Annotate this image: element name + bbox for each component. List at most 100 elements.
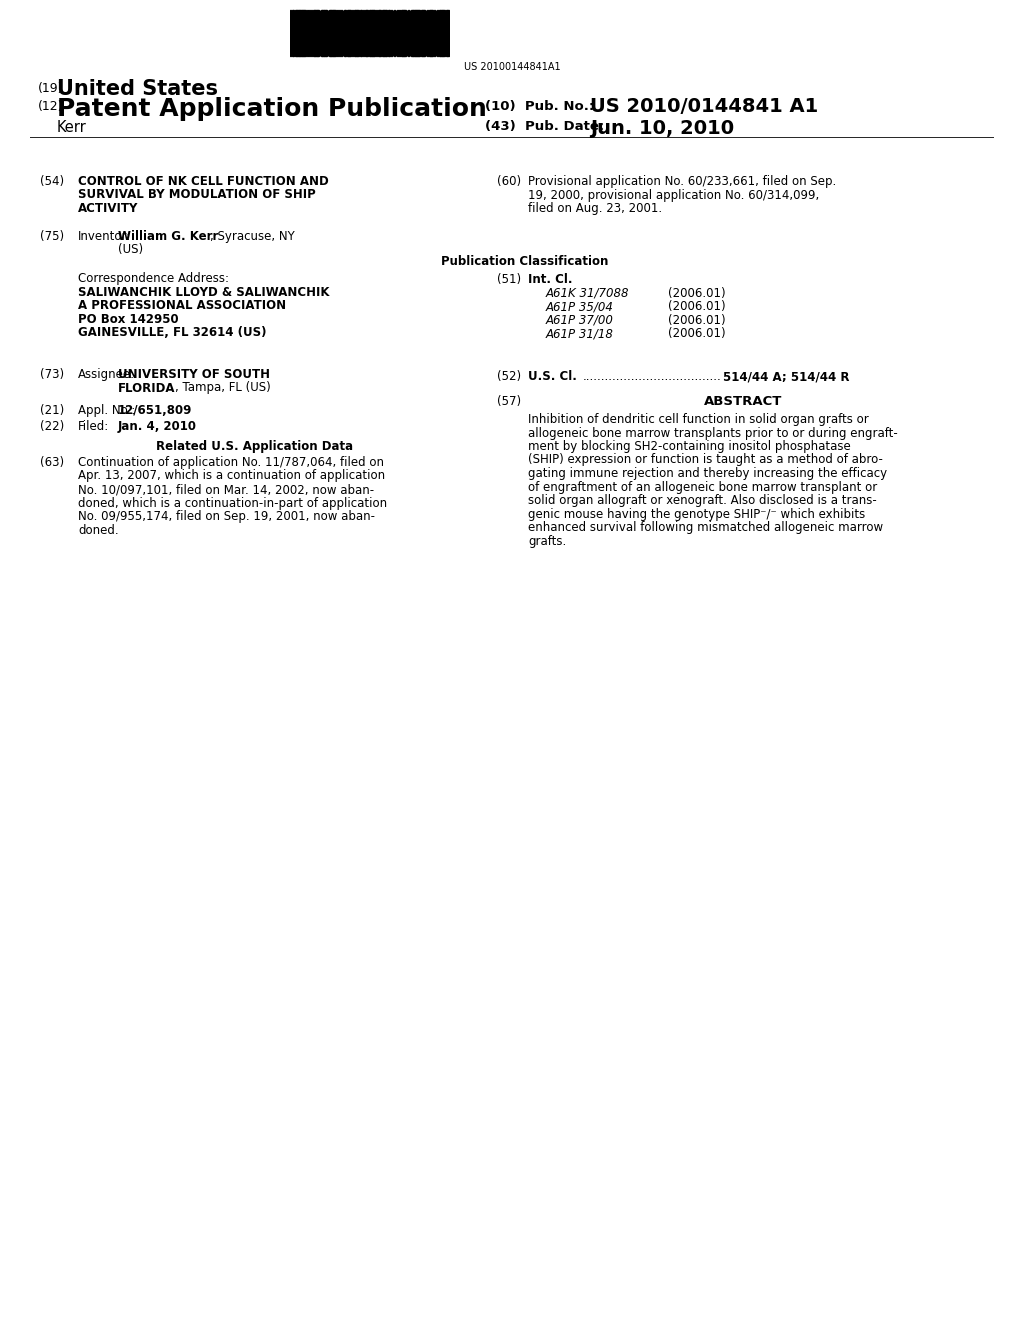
Text: A61K 31/7088: A61K 31/7088 — [546, 286, 630, 300]
Bar — [443, 9, 444, 55]
Text: , Tampa, FL (US): , Tampa, FL (US) — [175, 381, 270, 395]
Text: FLORIDA: FLORIDA — [118, 381, 175, 395]
Text: Provisional application No. 60/233,661, filed on Sep.: Provisional application No. 60/233,661, … — [528, 176, 837, 187]
Bar — [353, 9, 355, 55]
Bar — [440, 9, 441, 55]
Text: Inhibition of dendritic cell function in solid organ grafts or: Inhibition of dendritic cell function in… — [528, 413, 868, 426]
Bar — [414, 9, 415, 55]
Text: 12/651,809: 12/651,809 — [118, 404, 193, 417]
Text: UNIVERSITY OF SOUTH: UNIVERSITY OF SOUTH — [118, 368, 270, 381]
Bar — [309, 9, 310, 55]
Text: (10)  Pub. No.:: (10) Pub. No.: — [485, 100, 594, 114]
Text: Appl. No.:: Appl. No.: — [78, 404, 135, 417]
Bar — [376, 9, 378, 55]
Bar — [437, 9, 438, 55]
Text: grafts.: grafts. — [528, 535, 566, 548]
Bar — [357, 9, 358, 55]
Text: Assignee:: Assignee: — [78, 368, 135, 381]
Text: (2006.01): (2006.01) — [668, 327, 726, 341]
Text: (2006.01): (2006.01) — [668, 286, 726, 300]
Bar — [290, 9, 291, 55]
Bar — [445, 9, 446, 55]
Text: Correspondence Address:: Correspondence Address: — [78, 272, 229, 285]
Text: ABSTRACT: ABSTRACT — [703, 395, 782, 408]
Text: A61P 35/04: A61P 35/04 — [546, 300, 613, 313]
Text: (75): (75) — [40, 230, 65, 243]
Bar — [371, 9, 372, 55]
Bar — [333, 9, 334, 55]
Bar — [380, 9, 381, 55]
Text: Jan. 4, 2010: Jan. 4, 2010 — [118, 420, 197, 433]
Text: (12): (12) — [38, 100, 63, 114]
Text: (73): (73) — [40, 368, 65, 381]
Text: Publication Classification: Publication Classification — [441, 255, 608, 268]
Text: , Syracuse, NY: , Syracuse, NY — [210, 230, 295, 243]
Bar — [391, 9, 392, 55]
Text: (57): (57) — [497, 395, 521, 408]
Text: solid organ allograft or xenograft. Also disclosed is a trans-: solid organ allograft or xenograft. Also… — [528, 494, 877, 507]
Text: (60): (60) — [497, 176, 521, 187]
Bar — [315, 9, 316, 55]
Bar — [447, 9, 449, 55]
Text: (21): (21) — [40, 404, 65, 417]
Text: .....................................: ..................................... — [583, 370, 722, 383]
Text: CONTROL OF NK CELL FUNCTION AND: CONTROL OF NK CELL FUNCTION AND — [78, 176, 329, 187]
Bar — [350, 9, 351, 55]
Bar — [326, 9, 328, 55]
Text: Filed:: Filed: — [78, 420, 110, 433]
Text: (19): (19) — [38, 82, 63, 95]
Text: (54): (54) — [40, 176, 65, 187]
Bar — [427, 9, 428, 55]
Bar — [304, 9, 306, 55]
Bar — [388, 9, 389, 55]
Bar — [434, 9, 435, 55]
Bar — [323, 9, 324, 55]
Bar — [335, 9, 336, 55]
Bar — [332, 9, 333, 55]
Text: A PROFESSIONAL ASSOCIATION: A PROFESSIONAL ASSOCIATION — [78, 300, 286, 312]
Bar — [359, 9, 361, 55]
Text: (22): (22) — [40, 420, 65, 433]
Text: (US): (US) — [118, 243, 143, 256]
Bar — [408, 9, 410, 55]
Text: (52): (52) — [497, 370, 521, 383]
Bar — [394, 9, 395, 55]
Text: ment by blocking SH2-containing inositol phosphatase: ment by blocking SH2-containing inositol… — [528, 440, 851, 453]
Text: (2006.01): (2006.01) — [668, 300, 726, 313]
Text: GAINESVILLE, FL 32614 (US): GAINESVILLE, FL 32614 (US) — [78, 326, 266, 339]
Bar — [382, 9, 383, 55]
Text: filed on Aug. 23, 2001.: filed on Aug. 23, 2001. — [528, 202, 663, 215]
Bar — [362, 9, 364, 55]
Text: Apr. 13, 2007, which is a continuation of application: Apr. 13, 2007, which is a continuation o… — [78, 470, 385, 483]
Text: gating immune rejection and thereby increasing the efficacy: gating immune rejection and thereby incr… — [528, 467, 887, 480]
Bar — [292, 9, 293, 55]
Text: SURVIVAL BY MODULATION OF SHIP: SURVIVAL BY MODULATION OF SHIP — [78, 189, 315, 202]
Text: (SHIP) expression or function is taught as a method of abro-: (SHIP) expression or function is taught … — [528, 454, 883, 466]
Bar — [369, 9, 370, 55]
Text: genic mouse having the genotype SHIP⁻/⁻ which exhibits: genic mouse having the genotype SHIP⁻/⁻ … — [528, 507, 865, 520]
Text: Related U.S. Application Data: Related U.S. Application Data — [157, 440, 353, 453]
Text: Continuation of application No. 11/787,064, filed on: Continuation of application No. 11/787,0… — [78, 455, 384, 469]
Text: Inventor:: Inventor: — [78, 230, 131, 243]
Text: No. 09/955,174, filed on Sep. 19, 2001, now aban-: No. 09/955,174, filed on Sep. 19, 2001, … — [78, 510, 375, 523]
Text: doned, which is a continuation-in-part of application: doned, which is a continuation-in-part o… — [78, 496, 387, 510]
Text: (63): (63) — [40, 455, 65, 469]
Bar — [384, 9, 386, 55]
Text: 19, 2000, provisional application No. 60/314,099,: 19, 2000, provisional application No. 60… — [528, 189, 819, 202]
Text: enhanced survival following mismatched allogeneic marrow: enhanced survival following mismatched a… — [528, 521, 883, 535]
Bar — [339, 9, 340, 55]
Text: 514/44 A; 514/44 R: 514/44 A; 514/44 R — [723, 370, 850, 383]
Bar — [297, 9, 299, 55]
Text: No. 10/097,101, filed on Mar. 14, 2002, now aban-: No. 10/097,101, filed on Mar. 14, 2002, … — [78, 483, 374, 496]
Text: Jun. 10, 2010: Jun. 10, 2010 — [590, 119, 734, 139]
Text: ACTIVITY: ACTIVITY — [78, 202, 138, 215]
Text: of engraftment of an allogeneic bone marrow transplant or: of engraftment of an allogeneic bone mar… — [528, 480, 878, 494]
Bar — [355, 9, 356, 55]
Text: Kerr: Kerr — [57, 120, 87, 135]
Text: (43)  Pub. Date:: (43) Pub. Date: — [485, 120, 604, 133]
Bar — [325, 9, 326, 55]
Text: (2006.01): (2006.01) — [668, 314, 726, 326]
Text: Int. Cl.: Int. Cl. — [528, 273, 572, 286]
Text: A61P 37/00: A61P 37/00 — [546, 314, 613, 326]
Text: US 2010/0144841 A1: US 2010/0144841 A1 — [590, 96, 818, 116]
